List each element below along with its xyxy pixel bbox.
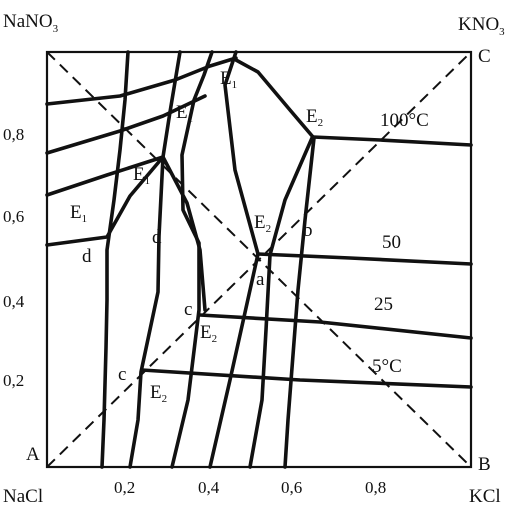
diagram-frame — [45, 50, 473, 469]
isotherm-top-left-3 — [45, 155, 165, 197]
isotherm-label-25: 25 — [374, 294, 393, 315]
x-tick-0-8: 0,8 — [365, 478, 386, 497]
isotherm-top-left-2 — [45, 94, 207, 155]
vertex-b: B — [478, 454, 491, 475]
diagonal-nacl-kno3 — [46, 51, 472, 468]
point-d-left: d — [82, 246, 92, 267]
point-c-upper: c — [184, 299, 192, 320]
isotherm-5 — [140, 368, 473, 389]
x-tick-0-4: 0,4 — [198, 478, 220, 497]
isotherm-100 — [311, 135, 473, 147]
point-e1-left: E1 — [70, 202, 87, 225]
point-e2-center: E2 — [254, 212, 271, 235]
link-e1-left — [45, 155, 165, 247]
point-b: b — [303, 220, 313, 241]
boundary-curve-6 — [283, 136, 316, 469]
y-tick-0-4: 0,4 — [3, 292, 25, 311]
x-tick-0-6: 0,6 — [281, 478, 302, 497]
point-e2-lower: E2 — [200, 322, 217, 345]
boundary-curve-1 — [100, 50, 130, 469]
isotherm-label-5: 5°C — [372, 356, 402, 377]
vertex-a: A — [26, 444, 40, 465]
point-e1-top: E1 — [220, 68, 237, 91]
boundary-curve-5 — [248, 136, 314, 469]
y-tick-0-8: 0,8 — [3, 125, 24, 144]
vertex-c: C — [478, 46, 491, 67]
isotherm-label-100: 100°C — [380, 110, 429, 131]
corner-label-nacl: NaCl — [3, 486, 43, 507]
point-e1-upper: E1 — [176, 102, 193, 125]
point-c-lower: c — [118, 364, 126, 385]
point-a: a — [256, 269, 265, 290]
x-tick-0-2: 0,2 — [114, 478, 135, 497]
point-e2-bottom: E2 — [150, 382, 167, 405]
link-mid-valley — [161, 155, 207, 312]
y-tick-0-6: 0,6 — [3, 207, 24, 226]
point-d-right: d — [152, 227, 162, 248]
y-tick-0-2: 0,2 — [3, 371, 24, 390]
corner-label-nano3: NaNO3 — [3, 11, 59, 35]
boundary-curve-2 — [128, 50, 182, 469]
isotherm-50 — [256, 252, 473, 266]
ridge-upper — [234, 58, 315, 139]
isotherm-25 — [198, 313, 473, 340]
boundary-curve-3 — [170, 50, 214, 469]
isotherm-top-left-1 — [45, 56, 238, 106]
point-e2-top: E2 — [306, 106, 323, 129]
point-e1-middle: E1 — [133, 164, 150, 187]
isotherm-label-50: 50 — [382, 232, 401, 253]
corner-label-kcl: KCl — [469, 486, 501, 507]
corner-label-kno3: KNO3 — [458, 14, 505, 38]
boundary-curve-4 — [208, 50, 260, 469]
